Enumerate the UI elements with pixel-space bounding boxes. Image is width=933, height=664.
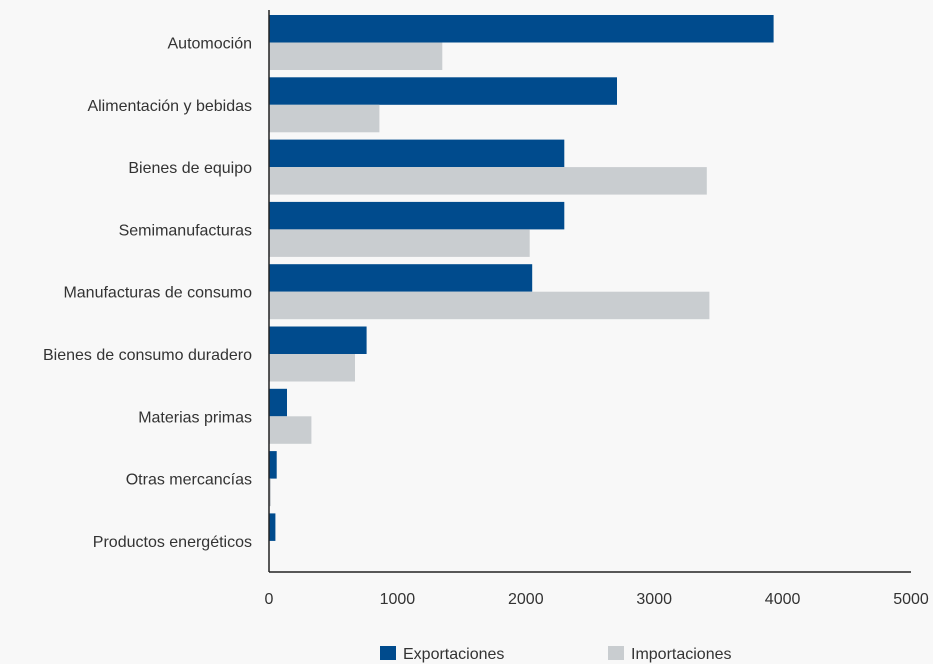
bar-import-5 bbox=[269, 354, 355, 382]
bar-export-5 bbox=[269, 326, 367, 354]
bar-export-0 bbox=[269, 15, 774, 43]
bar-import-1 bbox=[269, 104, 380, 133]
bar-export-8 bbox=[269, 513, 276, 541]
bar-import-0 bbox=[269, 42, 443, 70]
category-labels: Automoción Alimentación y bebidas Bienes d… bbox=[43, 36, 252, 551]
x-tick-label: 3000 bbox=[636, 591, 672, 608]
bar-export-4 bbox=[269, 264, 533, 292]
bar-import-2 bbox=[269, 167, 707, 195]
x-tick-label: 2000 bbox=[508, 591, 544, 608]
bars-group bbox=[269, 15, 774, 541]
category-label: Bienes de consumo duradero bbox=[43, 347, 252, 364]
x-tick-label: 5000 bbox=[893, 591, 929, 608]
legend-swatch-import bbox=[608, 646, 624, 660]
legend-label-import: Importaciones bbox=[631, 646, 732, 663]
bar-import-7 bbox=[269, 478, 271, 507]
category-label: Productos energéticos bbox=[93, 534, 252, 551]
x-tick-label: 0 bbox=[265, 591, 274, 608]
bar-export-6 bbox=[269, 388, 287, 417]
bar-export-1 bbox=[269, 77, 617, 105]
bar-import-6 bbox=[269, 416, 312, 444]
x-tick-label: 4000 bbox=[765, 591, 801, 608]
category-label: Bienes de equipo bbox=[128, 160, 252, 177]
category-label: Semimanufacturas bbox=[119, 222, 252, 239]
bar-import-4 bbox=[269, 291, 710, 320]
bar-export-7 bbox=[269, 451, 277, 479]
legend-swatch-export bbox=[380, 646, 396, 660]
category-label: Materias primas bbox=[138, 409, 252, 426]
category-label: Otras mercancías bbox=[126, 472, 252, 489]
bar-export-2 bbox=[269, 139, 565, 168]
category-label: Alimentación y bebidas bbox=[87, 98, 252, 115]
legend: Exportaciones Importaciones bbox=[380, 646, 732, 663]
x-tick-labels: 0 1000 2000 3000 4000 5000 bbox=[265, 591, 929, 608]
bar-export-3 bbox=[269, 201, 565, 230]
category-label: Automoción bbox=[168, 36, 253, 53]
x-tick-label: 1000 bbox=[380, 591, 416, 608]
bar-import-3 bbox=[269, 229, 530, 257]
category-label: Manufacturas de consumo bbox=[63, 285, 252, 302]
legend-label-export: Exportaciones bbox=[403, 646, 504, 663]
